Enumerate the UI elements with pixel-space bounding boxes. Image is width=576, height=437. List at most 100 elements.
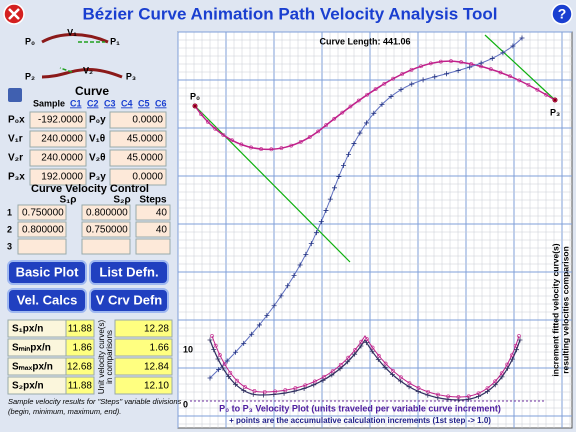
increment-point xyxy=(519,35,525,41)
steps-value[interactable]: 40 xyxy=(156,225,168,236)
sample-point xyxy=(469,62,474,66)
button[interactable] xyxy=(89,260,169,285)
sample-point xyxy=(273,389,277,394)
button[interactable] xyxy=(7,288,87,313)
increment-point xyxy=(308,241,314,247)
sample-link[interactable]: C5 xyxy=(138,98,150,108)
s2-value[interactable]: 0.750000 xyxy=(86,225,128,236)
input-box xyxy=(81,204,131,221)
increment-point xyxy=(455,68,461,74)
increment-point xyxy=(264,312,270,318)
steps-value[interactable]: 40 xyxy=(156,208,168,219)
input-box xyxy=(29,130,87,148)
tangent-line xyxy=(484,34,556,101)
param-label: V₁θ xyxy=(89,134,105,145)
axis-label: 10 xyxy=(183,344,193,354)
sample-point xyxy=(426,389,430,394)
sample-point xyxy=(544,92,549,97)
param-value[interactable]: 45.0000 xyxy=(127,134,164,145)
diagram-arrow xyxy=(59,41,105,73)
param-value[interactable]: 0.0000 xyxy=(132,172,163,183)
bezier-curve xyxy=(194,60,556,151)
param-value[interactable]: 0.0000 xyxy=(132,115,163,126)
sample-point xyxy=(436,392,440,397)
value-box xyxy=(114,376,173,395)
param-value[interactable]: 45.0000 xyxy=(127,153,164,164)
param-value[interactable]: -192.0000 xyxy=(38,115,83,126)
axis-label: 0 xyxy=(183,399,188,409)
plot-side-label: resulting velocities comparison xyxy=(560,246,570,374)
stat-value: 12.68 xyxy=(67,362,92,373)
button-label: List Defn. xyxy=(99,264,158,279)
param-label: P₃y xyxy=(89,172,106,183)
s1-value[interactable]: 0.750000 xyxy=(22,208,64,219)
sample-point xyxy=(365,92,370,97)
sample-point xyxy=(222,362,227,367)
button[interactable] xyxy=(89,288,169,313)
s2-value[interactable]: 0.800000 xyxy=(86,208,128,219)
help-button[interactable] xyxy=(551,3,573,25)
param-value[interactable]: 192.0000 xyxy=(41,172,83,183)
value-box xyxy=(65,338,95,357)
curve-icon xyxy=(8,88,22,102)
increment-point xyxy=(318,219,324,225)
sample-point xyxy=(243,385,247,389)
button[interactable] xyxy=(7,260,87,285)
increment-point xyxy=(241,340,247,346)
s1-value[interactable]: 0.800000 xyxy=(22,225,64,236)
increment-point xyxy=(388,93,394,99)
sample-point xyxy=(416,386,421,390)
increment-point xyxy=(363,120,369,126)
diagram-label: P₁ xyxy=(110,36,120,46)
sample-point xyxy=(553,98,557,102)
increment-point xyxy=(271,303,277,309)
increment-point xyxy=(250,391,256,397)
increment-point xyxy=(432,74,438,80)
increment-point xyxy=(224,358,230,364)
sample-point xyxy=(409,67,414,72)
increment-point xyxy=(329,372,335,378)
side-label: Unit velocity curve(s) xyxy=(97,320,106,395)
stat-value: 11.88 xyxy=(68,381,93,392)
sample-point xyxy=(535,87,540,92)
sample-link[interactable]: C4 xyxy=(121,98,133,108)
increment-point xyxy=(409,81,415,87)
sample-link[interactable]: C1 xyxy=(70,98,82,108)
increment-point xyxy=(509,356,515,362)
sample-link[interactable]: C6 xyxy=(155,98,167,108)
sample-point xyxy=(359,339,364,344)
value-box xyxy=(65,376,95,395)
sample-link[interactable]: C3 xyxy=(104,98,116,108)
sample-point xyxy=(340,110,345,115)
input-box xyxy=(135,221,171,238)
param-value[interactable]: 240.0000 xyxy=(41,134,83,145)
sample-point xyxy=(391,368,395,373)
input-box xyxy=(81,238,131,255)
input-box xyxy=(109,168,167,186)
sample-point xyxy=(283,388,288,393)
increment-point xyxy=(351,141,357,147)
increment-point xyxy=(379,101,385,107)
sample-point xyxy=(526,83,531,87)
increment-point xyxy=(389,372,395,378)
sample-point xyxy=(476,391,481,396)
increment-point xyxy=(313,230,319,236)
sample-point xyxy=(419,64,423,69)
sample-point xyxy=(348,104,353,109)
increment-point xyxy=(331,185,337,191)
increment-point xyxy=(216,367,222,373)
increment-point xyxy=(382,364,388,370)
sample-point xyxy=(509,353,514,358)
increment-point xyxy=(397,378,403,384)
curve-length: Curve Length: 441.06 xyxy=(319,36,410,46)
sample-point xyxy=(252,389,257,393)
increment-point xyxy=(336,174,342,180)
param-value[interactable]: 240.0000 xyxy=(41,153,83,164)
param-label: P₀y xyxy=(89,115,106,126)
increment-point xyxy=(297,262,303,268)
sample-point xyxy=(400,72,405,76)
increment-point xyxy=(517,337,523,343)
sample-point xyxy=(293,386,298,391)
sample-link[interactable]: C2 xyxy=(87,98,99,108)
increment-point xyxy=(499,374,505,380)
